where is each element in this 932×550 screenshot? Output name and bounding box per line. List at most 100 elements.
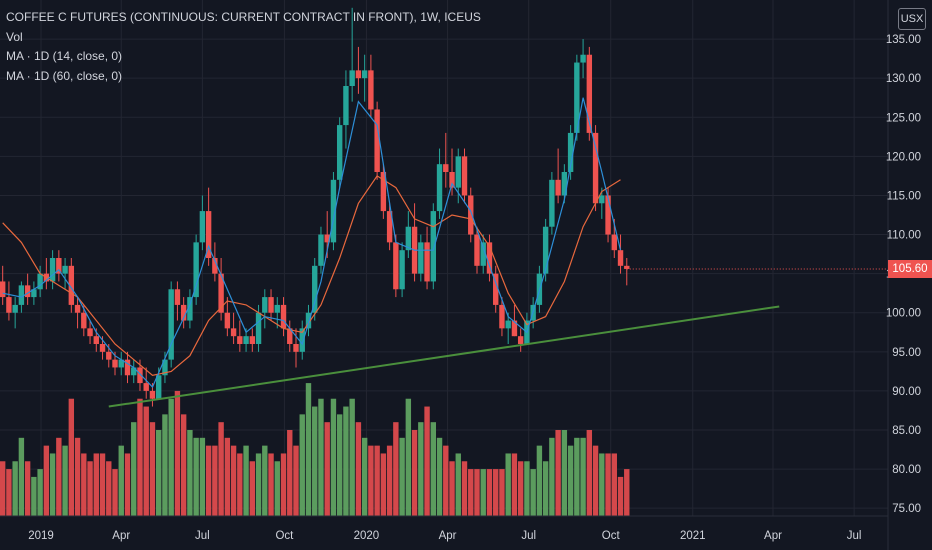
candle-body-62 xyxy=(386,211,393,243)
candle-body-20 xyxy=(124,359,131,376)
volume-bar-89 xyxy=(555,430,561,516)
candle-body-10 xyxy=(62,265,68,274)
volume-bar-52 xyxy=(324,422,330,516)
candle-body-73 xyxy=(455,156,461,188)
candle-body-49 xyxy=(305,312,312,329)
candle-body-83 xyxy=(517,336,524,344)
y-tick-label: 90.00 xyxy=(892,386,921,398)
volume-bar-3 xyxy=(18,437,25,516)
volume-bar-32 xyxy=(199,437,206,516)
volume-bar-21 xyxy=(131,422,137,516)
symbol-title[interactable]: COFFEE C FUTURES (CONTINUOUS: CURRENT CO… xyxy=(6,10,481,24)
volume-bar-100 xyxy=(624,469,630,516)
volume-bar-40 xyxy=(249,461,256,516)
candle-body-78 xyxy=(486,242,493,274)
y-tick-label: 80.00 xyxy=(892,464,921,476)
volume-bar-83 xyxy=(517,461,524,516)
candle-body-80 xyxy=(499,304,505,329)
candle-body-25 xyxy=(155,375,162,399)
volume-bar-46 xyxy=(287,430,293,516)
candle-body-82 xyxy=(511,320,518,337)
volume-bar-92 xyxy=(574,437,580,516)
y-tick-label: 95.00 xyxy=(892,347,921,359)
trendline[interactable] xyxy=(108,305,780,408)
volume-bar-22 xyxy=(137,398,143,516)
volume-bar-45 xyxy=(280,453,287,516)
volume-bar-10 xyxy=(62,445,68,516)
candle-body-43 xyxy=(268,297,274,313)
ma-60-line xyxy=(2,175,621,376)
volume-bar-37 xyxy=(230,445,237,516)
volume-bar-34 xyxy=(212,445,218,516)
volume-bar-8 xyxy=(49,453,56,516)
candle-body-50 xyxy=(312,265,318,313)
volume-bar-94 xyxy=(586,430,593,516)
candle-body-17 xyxy=(106,351,112,360)
volume-bar-59 xyxy=(368,445,374,516)
candle-body-90 xyxy=(561,172,568,196)
legend-vol[interactable]: Vol xyxy=(6,29,23,44)
candle-body-45 xyxy=(280,304,287,329)
candle-body-74 xyxy=(461,156,468,196)
volume-bar-20 xyxy=(124,453,131,516)
currency-button[interactable]: USX xyxy=(898,8,926,30)
candle-body-23 xyxy=(143,383,149,391)
volume-bar-85 xyxy=(530,469,536,516)
candle-body-42 xyxy=(262,297,268,313)
x-tick-label: Apr xyxy=(112,530,130,542)
legend-ma-14[interactable]: MA · 1D (14, close, 0) xyxy=(6,49,123,63)
y-tick-label: 110.00 xyxy=(887,230,921,242)
volume-bar-53 xyxy=(330,398,337,516)
candle-body-41 xyxy=(255,312,262,344)
candle-body-37 xyxy=(230,328,237,337)
y-tick-label: 125.00 xyxy=(886,112,921,124)
volume-bar-72 xyxy=(449,461,455,516)
candle-body-5 xyxy=(31,289,37,298)
volume-bar-61 xyxy=(380,453,387,516)
candle-body-14 xyxy=(87,328,93,337)
y-tick-label: 85.00 xyxy=(892,425,921,437)
candle-body-26 xyxy=(162,359,168,376)
volume-bar-75 xyxy=(468,469,474,516)
volume-bar-65 xyxy=(405,398,412,516)
candle-body-0 xyxy=(0,281,6,298)
ma-14-line xyxy=(2,97,622,389)
candle-body-15 xyxy=(93,336,99,344)
legend-ma-60[interactable]: MA · 1D (60, close, 0) xyxy=(6,68,123,83)
candle-body-95 xyxy=(592,132,599,204)
candle-body-3 xyxy=(18,285,25,305)
volume-bar-17 xyxy=(106,461,112,516)
volume-bar-96 xyxy=(599,453,605,516)
volume-bar-50 xyxy=(312,406,318,516)
volume-bars xyxy=(0,383,630,516)
volume-bar-98 xyxy=(611,453,617,516)
candle-body-33 xyxy=(205,211,212,258)
x-tick-label: Oct xyxy=(602,530,621,542)
candle-body-47 xyxy=(293,344,299,352)
x-tick-label: 2020 xyxy=(354,530,380,542)
volume-bar-12 xyxy=(74,437,81,516)
candle-body-63 xyxy=(393,242,399,290)
time-axis[interactable]: 2019 Apr Jul Oct 2020 Apr Jul Oct 2021 Apr Jul xyxy=(0,515,888,542)
volume-bar-99 xyxy=(617,476,624,516)
candle-body-67 xyxy=(418,242,424,274)
candle-body-16 xyxy=(99,344,106,352)
x-tick-label: Jul xyxy=(847,530,862,542)
candle-body-6 xyxy=(37,273,43,290)
volume-bar-60 xyxy=(374,445,380,516)
volume-bar-11 xyxy=(68,398,75,516)
volume-bar-44 xyxy=(274,461,280,516)
volume-bar-62 xyxy=(386,445,393,516)
volume-bar-24 xyxy=(149,422,156,516)
volume-bar-13 xyxy=(81,453,87,516)
candle-body-51 xyxy=(318,234,324,266)
volume-bar-39 xyxy=(243,445,249,516)
volume-bar-79 xyxy=(493,469,499,516)
candle-body-36 xyxy=(224,312,231,329)
candle-body-30 xyxy=(187,297,193,321)
volume-bar-95 xyxy=(592,445,599,516)
candle-body-93 xyxy=(580,54,586,63)
volume-bar-88 xyxy=(549,437,555,516)
volume-bar-0 xyxy=(0,461,6,516)
